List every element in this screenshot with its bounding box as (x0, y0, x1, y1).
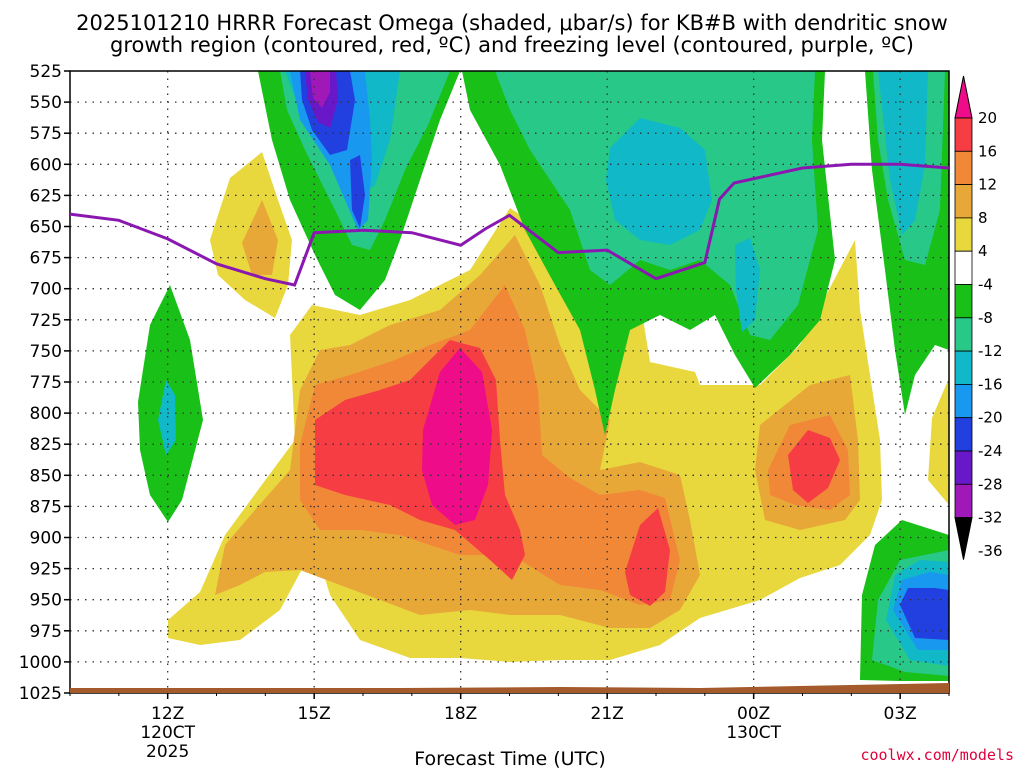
terrain-strip (70, 683, 949, 693)
colorbar-segment (954, 450, 973, 485)
y-tick-label: 950 (30, 591, 62, 611)
colorbar: 20 16 12 8 4 -4 -8 -12 -16 -20 -24 -28 -32 -36 (954, 75, 1003, 560)
y-tick-label: 750 (30, 342, 62, 362)
y-axis: 525 550 575 600 625 650 675 700 725 750 775 800 825 8… (19, 62, 70, 704)
colorbar-segment (954, 317, 973, 352)
omega-fill-neg12-b (606, 118, 712, 245)
colorbar-segment (954, 117, 973, 152)
omega-fill-4-right (928, 378, 949, 505)
colorbar-segment (954, 150, 973, 186)
colorbar-segment (954, 383, 973, 419)
x-tick-label: 00Z (737, 704, 770, 724)
omega-shading (138, 71, 949, 681)
y-tick-label: 875 (30, 497, 62, 517)
omega-fill-neg20-b (350, 155, 365, 228)
colorbar-arrow-top (954, 75, 973, 119)
colorbar-segment (954, 284, 973, 319)
omega-fill-neg28 (310, 71, 330, 108)
omega-fill-neg12-f (158, 380, 176, 455)
y-tick-label: 700 (30, 280, 62, 300)
y-tick-label: 1000 (19, 653, 62, 673)
omega-fill-16-b (625, 508, 670, 606)
y-tick-label: 825 (30, 435, 62, 455)
y-tick-label: 850 (30, 466, 62, 486)
x-tick-label: 18Z (444, 704, 477, 724)
colorbar-label: 4 (978, 242, 988, 260)
colorbar-segment (954, 417, 973, 452)
omega-fill-20 (422, 348, 492, 525)
omega-fill-neg20-c (900, 588, 949, 640)
grid-lines (70, 71, 949, 693)
y-tick-label: 1025 (19, 684, 62, 704)
colorbar-label: 20 (978, 109, 997, 127)
x-tick-year: 2025 (146, 742, 189, 762)
y-tick-label: 775 (30, 373, 62, 393)
y-tick-label: 625 (30, 186, 62, 206)
y-tick-label: 525 (30, 62, 62, 82)
omega-fill-neg12-d (878, 71, 928, 235)
colorbar-label: 12 (978, 176, 997, 194)
y-tick-label: 675 (30, 249, 62, 269)
colorbar-label: -28 (978, 475, 1003, 493)
x-tick-date: 130CT (726, 723, 781, 743)
colorbar-segment (954, 250, 973, 285)
y-tick-label: 550 (30, 93, 62, 113)
colorbar-arrow-bottom (954, 517, 973, 560)
x-tick-label: 21Z (591, 704, 624, 724)
colorbar-segment (954, 184, 973, 219)
colorbar-segment (954, 217, 973, 252)
omega-fill-8-upper (242, 200, 278, 275)
x-tick-date: 120CT (140, 723, 195, 743)
colorbar-segment (954, 483, 973, 518)
colorbar-label: -24 (978, 442, 1003, 460)
y-tick-label: 900 (30, 529, 62, 549)
colorbar-label: -8 (978, 309, 993, 327)
x-axis-title: Forecast Time (UTC) (414, 748, 605, 768)
y-tick-label: 575 (30, 124, 62, 144)
x-tick-label: 12Z (151, 704, 184, 724)
omega-fill-neg12-c (735, 238, 760, 332)
colorbar-label: -12 (978, 342, 1003, 360)
colorbar-label: -4 (978, 276, 993, 294)
x-tick-label: 03Z (884, 704, 917, 724)
colorbar-label: -20 (978, 409, 1003, 427)
y-tick-label: 600 (30, 155, 62, 175)
colorbar-label: -36 (978, 542, 1003, 560)
x-tick-label: 15Z (298, 704, 331, 724)
colorbar-label: 8 (978, 209, 988, 227)
y-tick-label: 725 (30, 311, 62, 331)
colorbar-label: 16 (978, 142, 997, 160)
colorbar-label: -16 (978, 375, 1003, 393)
chart-title-line2: growth region (contoured, red, ºC) and f… (110, 33, 914, 57)
omega-fill-16-c (788, 430, 840, 503)
y-tick-label: 650 (30, 218, 62, 238)
credit-link[interactable]: coolwx.com/models (860, 746, 1014, 764)
freezing-level-line (69, 162, 950, 287)
chart-title-line1: 2025101210 HRRR Forecast Omega (shaded, … (76, 11, 948, 35)
y-tick-label: 975 (30, 622, 62, 642)
colorbar-segment (954, 350, 973, 385)
colorbar-label: -32 (978, 509, 1003, 527)
y-tick-label: 925 (30, 560, 62, 580)
y-tick-label: 800 (30, 404, 62, 424)
